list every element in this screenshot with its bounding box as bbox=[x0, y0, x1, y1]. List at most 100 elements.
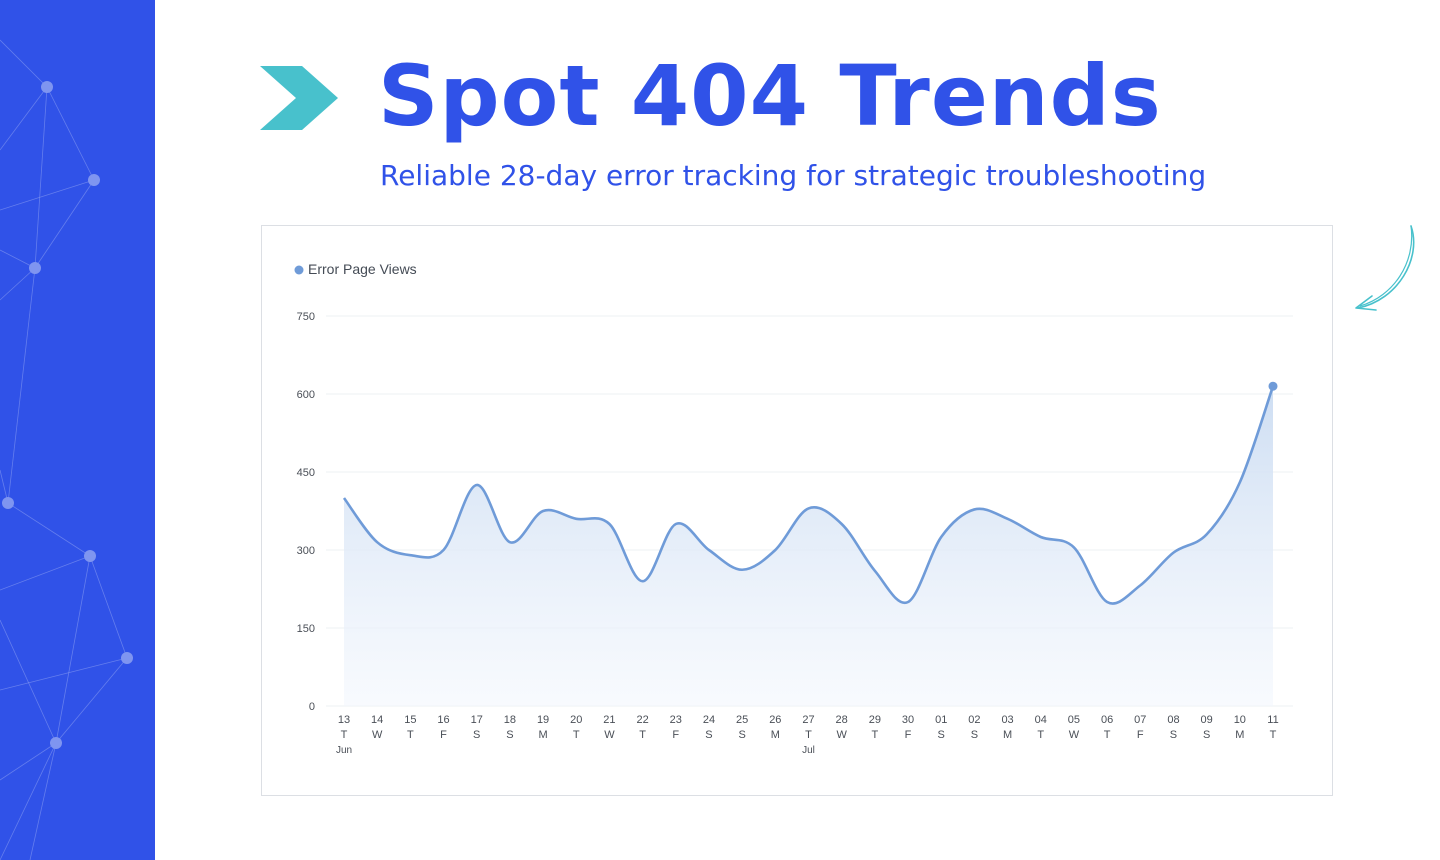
x-tick-month: Jul bbox=[802, 745, 815, 756]
x-tick-weekday: T bbox=[805, 729, 812, 741]
x-tick-day: 27 bbox=[802, 714, 814, 726]
data-point bbox=[739, 567, 745, 573]
x-tick-weekday: T bbox=[1037, 729, 1044, 741]
x-tick-day: 11 bbox=[1267, 714, 1278, 726]
network-nodes-icon bbox=[0, 39, 133, 860]
network-node bbox=[50, 737, 62, 749]
x-tick-weekday: T bbox=[573, 729, 580, 741]
x-tick-day: 17 bbox=[471, 714, 483, 726]
data-point bbox=[573, 516, 579, 522]
data-point bbox=[938, 534, 944, 540]
x-tick-day: 18 bbox=[504, 714, 516, 726]
x-tick-day: 09 bbox=[1201, 714, 1213, 726]
x-tick-day: 02 bbox=[968, 714, 980, 726]
x-tick-day: 04 bbox=[1035, 714, 1047, 726]
x-tick-day: 08 bbox=[1167, 714, 1179, 726]
data-point bbox=[1071, 544, 1077, 550]
x-tick-weekday: M bbox=[771, 729, 780, 741]
x-tick-day: 30 bbox=[902, 714, 914, 726]
data-point bbox=[374, 539, 380, 545]
x-tick-weekday: F bbox=[672, 729, 679, 741]
x-tick-day: 21 bbox=[603, 714, 615, 726]
series-line bbox=[342, 385, 1275, 605]
data-point bbox=[341, 495, 347, 501]
x-tick-weekday: T bbox=[639, 729, 646, 741]
y-tick-label: 600 bbox=[297, 389, 315, 401]
x-tick-weekday: T bbox=[1104, 729, 1111, 741]
x-tick-day: 05 bbox=[1068, 714, 1080, 726]
x-tick-weekday: S bbox=[1170, 729, 1177, 741]
data-point bbox=[971, 506, 977, 512]
x-tick-weekday: W bbox=[372, 729, 383, 741]
x-tick-weekday: S bbox=[705, 729, 712, 741]
x-tick-weekday: T bbox=[1270, 729, 1277, 741]
x-tick-day: 19 bbox=[537, 714, 549, 726]
x-tick-weekday: S bbox=[506, 729, 513, 741]
page-subtitle: Reliable 28-day error tracking for strat… bbox=[380, 159, 1207, 192]
x-tick-day: 22 bbox=[636, 714, 648, 726]
y-tick-label: 0 bbox=[309, 701, 315, 713]
error-page-views-chart: 0 150 300 450 600 750 Error Page Views 13 T 14 W 15… bbox=[294, 261, 1293, 756]
legend-marker bbox=[294, 265, 304, 275]
data-point bbox=[905, 599, 911, 605]
data-point bbox=[673, 521, 679, 527]
x-tick-day: 01 bbox=[935, 714, 947, 726]
x-tick-day: 10 bbox=[1234, 714, 1246, 726]
x-tick-day: 06 bbox=[1101, 714, 1113, 726]
y-tick-label: 150 bbox=[297, 623, 315, 635]
x-tick-day: 07 bbox=[1134, 714, 1146, 726]
x-tick-day: 25 bbox=[736, 714, 748, 726]
network-node bbox=[121, 652, 133, 664]
x-tick-weekday: S bbox=[1203, 729, 1210, 741]
data-point bbox=[1204, 531, 1210, 537]
x-tick-weekday: M bbox=[1003, 729, 1012, 741]
data-point bbox=[1104, 599, 1110, 605]
x-tick-weekday: T bbox=[341, 729, 348, 741]
x-tick-weekday: T bbox=[871, 729, 878, 741]
x-tick-day: 03 bbox=[1001, 714, 1013, 726]
network-node bbox=[29, 262, 41, 274]
x-tick-month: Jun bbox=[336, 745, 352, 756]
x-tick-weekday: M bbox=[538, 729, 547, 741]
y-tick-label: 450 bbox=[297, 467, 315, 479]
series-area bbox=[344, 386, 1273, 706]
data-point bbox=[540, 508, 546, 514]
x-tick-day: 15 bbox=[404, 714, 416, 726]
data-point bbox=[606, 521, 612, 527]
data-point bbox=[806, 505, 812, 511]
x-tick-weekday: F bbox=[1137, 729, 1144, 741]
chart-card: 0 150 300 450 600 750 Error Page Views 13 T 14 W 15… bbox=[261, 225, 1333, 796]
x-tick-weekday: F bbox=[440, 729, 447, 741]
page-title: Spot 404 Trends bbox=[378, 47, 1162, 145]
network-node bbox=[2, 497, 14, 509]
data-point bbox=[474, 482, 480, 488]
x-tick-weekday: W bbox=[836, 729, 847, 741]
data-point bbox=[640, 578, 646, 584]
x-tick-day: 23 bbox=[670, 714, 682, 726]
x-tick-weekday: S bbox=[738, 729, 745, 741]
data-point bbox=[407, 552, 413, 558]
x-tick-day: 16 bbox=[437, 714, 449, 726]
x-tick-day: 14 bbox=[371, 714, 383, 726]
curved-arrow-icon bbox=[1355, 225, 1415, 311]
x-tick-weekday: T bbox=[407, 729, 414, 741]
data-point bbox=[441, 547, 447, 553]
x-tick-weekday: S bbox=[971, 729, 978, 741]
network-node bbox=[84, 550, 96, 562]
x-tick-weekday: M bbox=[1235, 729, 1244, 741]
sidebar-panel bbox=[0, 0, 155, 860]
data-point bbox=[1005, 516, 1011, 522]
data-point bbox=[772, 547, 778, 553]
x-tick-weekday: F bbox=[905, 729, 912, 741]
x-tick-day: 26 bbox=[769, 714, 781, 726]
data-point bbox=[839, 521, 845, 527]
x-tick-day: 29 bbox=[869, 714, 881, 726]
x-tick-day: 24 bbox=[703, 714, 715, 726]
network-node bbox=[88, 174, 100, 186]
x-tick-day: 13 bbox=[338, 714, 350, 726]
data-point bbox=[1137, 582, 1143, 588]
legend-label: Error Page Views bbox=[308, 261, 417, 277]
y-tick-label: 750 bbox=[297, 311, 315, 323]
x-tick-weekday: S bbox=[473, 729, 480, 741]
data-point bbox=[1268, 381, 1278, 391]
